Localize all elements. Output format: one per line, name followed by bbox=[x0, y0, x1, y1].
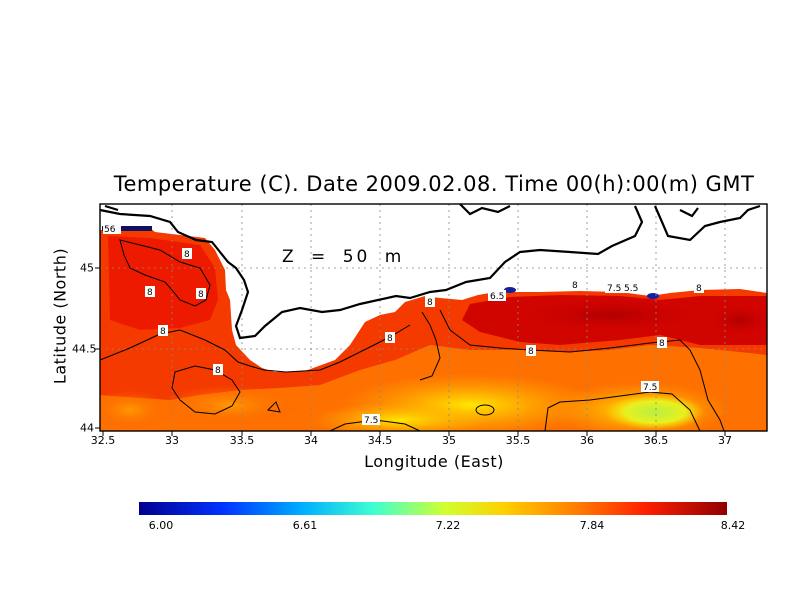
contour-label: 8 bbox=[526, 345, 536, 357]
axis-ticks bbox=[95, 267, 726, 436]
y-tick-label: 44 bbox=[80, 421, 94, 435]
map-title: Temperature (C). Date 2009.02.08. Time 0… bbox=[113, 172, 755, 196]
x-tick-label: 35.5 bbox=[505, 434, 531, 447]
svg-text:56: 56 bbox=[104, 225, 116, 235]
contour-label: 8 bbox=[145, 286, 155, 298]
svg-text:6.5: 6.5 bbox=[490, 292, 504, 302]
svg-text:8: 8 bbox=[160, 327, 166, 337]
x-tick-label: 33 bbox=[165, 434, 179, 447]
svg-text:8: 8 bbox=[184, 250, 190, 260]
contour-label: 8 bbox=[182, 248, 192, 260]
contour-label: 8 bbox=[213, 364, 223, 376]
contour-label: 5.5 bbox=[623, 282, 639, 294]
contour-label: 8 bbox=[158, 325, 168, 337]
svg-text:8: 8 bbox=[387, 334, 393, 344]
coastline bbox=[99, 203, 761, 340]
contour-label: 8 bbox=[570, 279, 580, 291]
contour-label: 8 bbox=[385, 332, 395, 344]
contour-lines bbox=[99, 239, 725, 432]
contour-label: 7.5 bbox=[362, 414, 380, 426]
x-tick-label: 34.5 bbox=[367, 434, 393, 447]
sea-field bbox=[100, 226, 767, 431]
svg-text:8: 8 bbox=[572, 281, 578, 291]
svg-text:7.5: 7.5 bbox=[643, 383, 657, 393]
svg-text:8: 8 bbox=[528, 347, 534, 357]
contour-label: 8 bbox=[196, 288, 206, 300]
contour-label: 8 bbox=[425, 296, 435, 308]
contour-label: 8 bbox=[657, 337, 667, 349]
x-tick-label: 35 bbox=[442, 434, 456, 447]
x-tick-label: 33.5 bbox=[229, 434, 255, 447]
contour-label: 8 bbox=[694, 282, 704, 294]
y-axis-label: Latitude (North) bbox=[50, 247, 70, 385]
colorbar bbox=[139, 502, 727, 515]
x-tick-label: 36.5 bbox=[643, 434, 669, 447]
svg-text:8: 8 bbox=[659, 339, 665, 349]
svg-text:7.5: 7.5 bbox=[364, 416, 378, 426]
colorbar-tick-label: 8.42 bbox=[720, 519, 746, 532]
svg-text:8: 8 bbox=[215, 366, 221, 376]
x-tick-label: 36 bbox=[580, 434, 594, 447]
contour-label: 56 bbox=[103, 223, 121, 235]
contour-label: 7.5 bbox=[641, 381, 659, 393]
x-axis-label: Longitude (East) bbox=[364, 452, 504, 471]
svg-text:5.5: 5.5 bbox=[624, 284, 638, 294]
svg-text:8: 8 bbox=[427, 298, 433, 308]
colorbar-tick-label: 7.84 bbox=[579, 519, 605, 532]
contour-label-group: 8 8 8 8 8 8 8 8 8 8 7.5 7.5 6.5 7.5 5.5 … bbox=[103, 223, 704, 426]
y-tick-label: 44.5 bbox=[72, 342, 97, 356]
x-tick-label: 37 bbox=[718, 434, 732, 447]
svg-text:7.5: 7.5 bbox=[607, 284, 621, 294]
contour-label: 6.5 bbox=[488, 290, 506, 302]
colorbar-tick-label: 6.00 bbox=[148, 519, 174, 532]
svg-text:8: 8 bbox=[147, 288, 153, 298]
grid-lines bbox=[100, 204, 767, 431]
svg-text:8: 8 bbox=[696, 284, 702, 294]
colorbar-tick-label: 7.22 bbox=[435, 519, 461, 532]
colorbar-tick-label: 6.61 bbox=[292, 519, 318, 532]
x-tick-label: 32.5 bbox=[90, 434, 116, 447]
depth-label: Z = 50 m bbox=[282, 247, 405, 267]
y-tick-label: 45 bbox=[80, 261, 94, 275]
x-tick-label: 34 bbox=[304, 434, 318, 447]
contour-label: 7.5 bbox=[605, 282, 623, 294]
plot-frame bbox=[99, 203, 768, 432]
svg-text:8: 8 bbox=[198, 290, 204, 300]
